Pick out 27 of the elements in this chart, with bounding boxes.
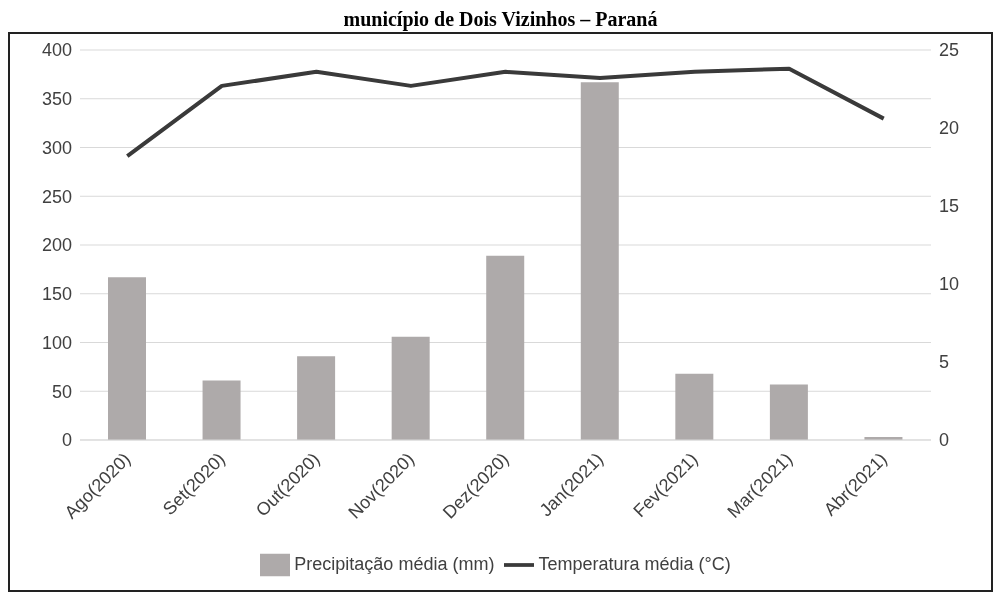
y-tick-label: 350 (41, 89, 72, 110)
legend-label: Precipitação média (mm) (294, 553, 495, 574)
y2-tick-label: 10 (939, 274, 960, 295)
y-tick-label: 0 (61, 430, 72, 451)
y2-tick-label: 0 (939, 430, 950, 451)
bar (675, 373, 714, 440)
bar (769, 384, 808, 440)
y-tick-label: 50 (51, 381, 72, 402)
y2-tick-label: 15 (939, 196, 960, 217)
legend-label: Temperatura média (°C) (538, 553, 731, 574)
bar (202, 380, 241, 440)
bar (108, 277, 146, 440)
y2-tick-label: 5 (939, 352, 950, 373)
chart-title: município de Dois Vizinhos – Paraná (342, 8, 659, 32)
bar (297, 356, 336, 440)
y2-tick-label: 25 (939, 40, 960, 61)
bar (580, 82, 619, 440)
y-tick-label: 100 (41, 332, 72, 353)
y-tick-label: 300 (41, 137, 72, 158)
y-tick-label: 250 (41, 186, 72, 207)
line-series (125, 66, 886, 159)
bar (486, 255, 525, 440)
bar (391, 336, 430, 440)
y-tick-label: 200 (41, 235, 72, 256)
y-tick-label: 150 (41, 284, 72, 305)
y2-tick-label: 20 (939, 118, 960, 139)
y-tick-label: 400 (41, 40, 72, 61)
